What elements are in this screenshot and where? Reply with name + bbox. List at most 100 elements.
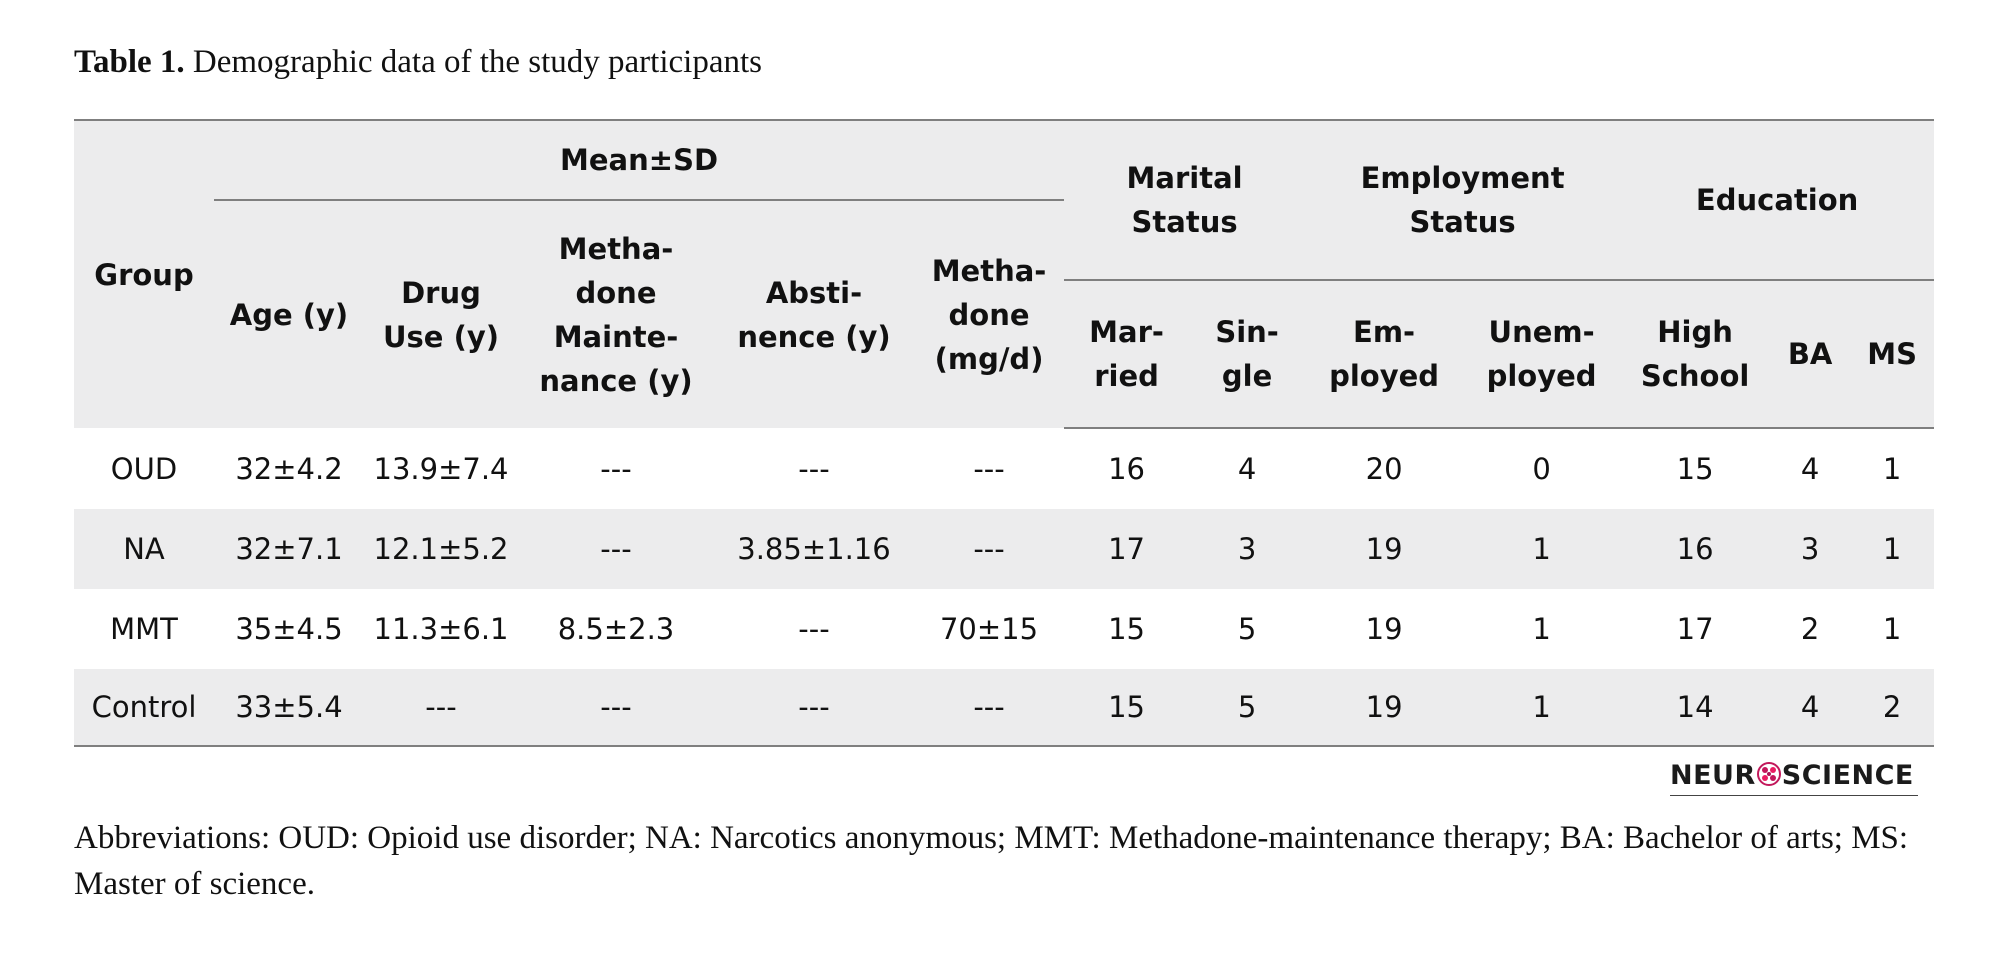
header-row-2: Age (y) Drug Use (y) Metha- done Mainte-… — [74, 200, 1934, 398]
header-abstinence: Absti- nence (y) — [714, 200, 914, 428]
header-dose-line-3: (mg/d) — [934, 341, 1044, 376]
header-unemployed-line-1: Unem- — [1488, 315, 1595, 349]
cell-single: 5 — [1237, 612, 1257, 646]
cell-ms: 2 — [1850, 669, 1935, 747]
cell-ba: 4 — [1800, 452, 1820, 486]
logo-text-post: SCIENCE — [1781, 760, 1914, 791]
table-caption-text: Demographic data of the study participan… — [184, 44, 762, 80]
header-employed: Em- ployed — [1305, 280, 1464, 429]
cell-methadone-dose: 70±15 — [939, 612, 1039, 646]
header-mmt-line-1: Metha- — [558, 231, 674, 266]
cell-ba: 2 — [1800, 612, 1820, 646]
header-employed-line-2: ployed — [1329, 359, 1440, 393]
cell-high-school: 15 — [1676, 452, 1714, 486]
cell-age: 33±5.4 — [214, 669, 364, 747]
header-mmt-line-4: nance (y) — [539, 363, 693, 398]
cell-high-school: 17 — [1676, 612, 1714, 646]
cell-group: NA — [74, 509, 214, 589]
cell-drug-use: 11.3±6.1 — [373, 612, 509, 646]
cell-group: MMT — [110, 612, 178, 646]
neuroscience-logo: NEUR SCIENCE — [1670, 760, 1918, 796]
header-single-line-2: gle — [1221, 359, 1273, 393]
cell-methadone-maintenance: --- — [518, 669, 714, 747]
header-employed-line-1: Em- — [1353, 315, 1416, 349]
table-footnote: Abbreviations: OUD: Opioid use disorder;… — [74, 820, 1909, 902]
header-marital-line-1: Marital — [1126, 161, 1243, 195]
cell-methadone-dose: --- — [914, 669, 1065, 747]
header-abstinence-line-2: nence (y) — [737, 319, 891, 354]
header-age: Age (y) — [229, 297, 349, 332]
header-married-line-1: Mar- — [1089, 315, 1164, 349]
cell-unemployed: 0 — [1532, 452, 1551, 486]
cell-abstinence: --- — [798, 612, 830, 646]
cell-methadone-dose: --- — [914, 509, 1065, 589]
header-dose-line-1: Metha- — [931, 253, 1047, 288]
cell-unemployed: 1 — [1463, 669, 1621, 747]
header-marital-status: Marital Status — [1064, 119, 1306, 281]
cell-abstinence: --- — [798, 451, 830, 486]
cell-single: 4 — [1237, 452, 1257, 486]
cell-married: 15 — [1064, 669, 1190, 747]
cell-drug-use: --- — [364, 669, 518, 747]
cell-ms: 1 — [1882, 612, 1902, 646]
cell-age: 32±4.2 — [235, 451, 343, 486]
cell-high-school: 14 — [1620, 669, 1771, 747]
cell-employed: 19 — [1305, 669, 1464, 747]
cell-group: OUD — [110, 451, 178, 486]
cell-age: 35±4.5 — [235, 612, 343, 646]
cell-single: 3 — [1189, 509, 1306, 589]
cell-drug-use: 12.1±5.2 — [364, 509, 518, 589]
table-caption-label: Table 1. — [74, 44, 185, 80]
header-drug-use: Drug Use (y) — [364, 200, 518, 428]
cell-ms: 1 — [1850, 509, 1935, 589]
cell-unemployed: 1 — [1463, 509, 1621, 589]
cell-abstinence: 3.85±1.16 — [714, 509, 914, 589]
header-employment-line-1: Employment — [1360, 161, 1565, 195]
header-abstinence-line-1: Absti- — [765, 275, 863, 310]
header-unemployed: Unem- ployed — [1463, 280, 1621, 429]
header-high-school-line-1: High — [1657, 315, 1733, 349]
header-drug-use-line-2: Use (y) — [383, 319, 499, 354]
cell-high-school: 16 — [1620, 509, 1771, 589]
header-row-1: Group Mean±SD Marital Status Employment … — [74, 119, 1935, 428]
cell-methadone-dose: --- — [973, 451, 1005, 486]
header-dose-line-2: done — [948, 297, 1030, 332]
header-ba: BA — [1770, 280, 1851, 429]
cell-methadone-maintenance: --- — [600, 451, 632, 486]
cell-employed: 20 — [1365, 452, 1403, 486]
header-high-school-line-2: School — [1640, 359, 1750, 393]
header-drug-use-line-1: Drug — [401, 275, 481, 310]
cell-ba: 3 — [1770, 509, 1851, 589]
table-row-oud: OUD 32±4.2 13.9±7.4 --- --- --- 16 4 20 … — [74, 428, 1934, 509]
header-single-line-1: Sin- — [1215, 315, 1279, 349]
header-ms: MS — [1850, 280, 1935, 429]
table-row-control: Control 33±5.4 --- --- --- --- 15 5 19 1… — [74, 669, 1935, 747]
header-high-school: High School — [1620, 280, 1771, 429]
header-unemployed-line-2: ployed — [1486, 359, 1597, 393]
header-methadone-dose: Metha- done (mg/d) — [914, 200, 1064, 428]
demographics-table: Group Mean±SD Marital Status Employment … — [74, 119, 1935, 747]
cell-age: 32±7.1 — [214, 509, 364, 589]
table-caption: Table 1. Demographic data of the study p… — [74, 44, 762, 81]
table-row-mmt: MMT 35±4.5 11.3±6.1 8.5±2.3 --- 70±15 15… — [74, 589, 1934, 669]
cell-married: 15 — [1108, 612, 1146, 646]
cell-employed: 19 — [1305, 509, 1464, 589]
cell-employed: 19 — [1365, 612, 1403, 646]
cell-ba: 4 — [1770, 669, 1851, 747]
cell-methadone-maintenance: 8.5±2.3 — [557, 612, 675, 646]
cell-methadone-maintenance: --- — [518, 509, 714, 589]
cell-ms: 1 — [1882, 452, 1902, 486]
header-education: Education — [1620, 119, 1935, 281]
cell-married: 17 — [1064, 509, 1190, 589]
header-methadone-maintenance: Metha- done Mainte- nance (y) — [518, 200, 714, 428]
header-mmt-line-3: Mainte- — [553, 319, 679, 354]
table-row-na: NA 32±7.1 12.1±5.2 --- 3.85±1.16 --- 17 … — [74, 509, 1935, 589]
cell-abstinence: --- — [714, 669, 914, 747]
header-married: Mar- ried — [1064, 280, 1190, 429]
header-single: Sin- gle — [1189, 280, 1306, 429]
header-employment-status: Employment Status — [1305, 119, 1621, 281]
header-marital-line-2: Status — [1131, 205, 1238, 239]
logo-text-pre: NEUR — [1670, 760, 1756, 791]
cell-unemployed: 1 — [1532, 612, 1551, 646]
logo-underline — [1670, 795, 1918, 796]
